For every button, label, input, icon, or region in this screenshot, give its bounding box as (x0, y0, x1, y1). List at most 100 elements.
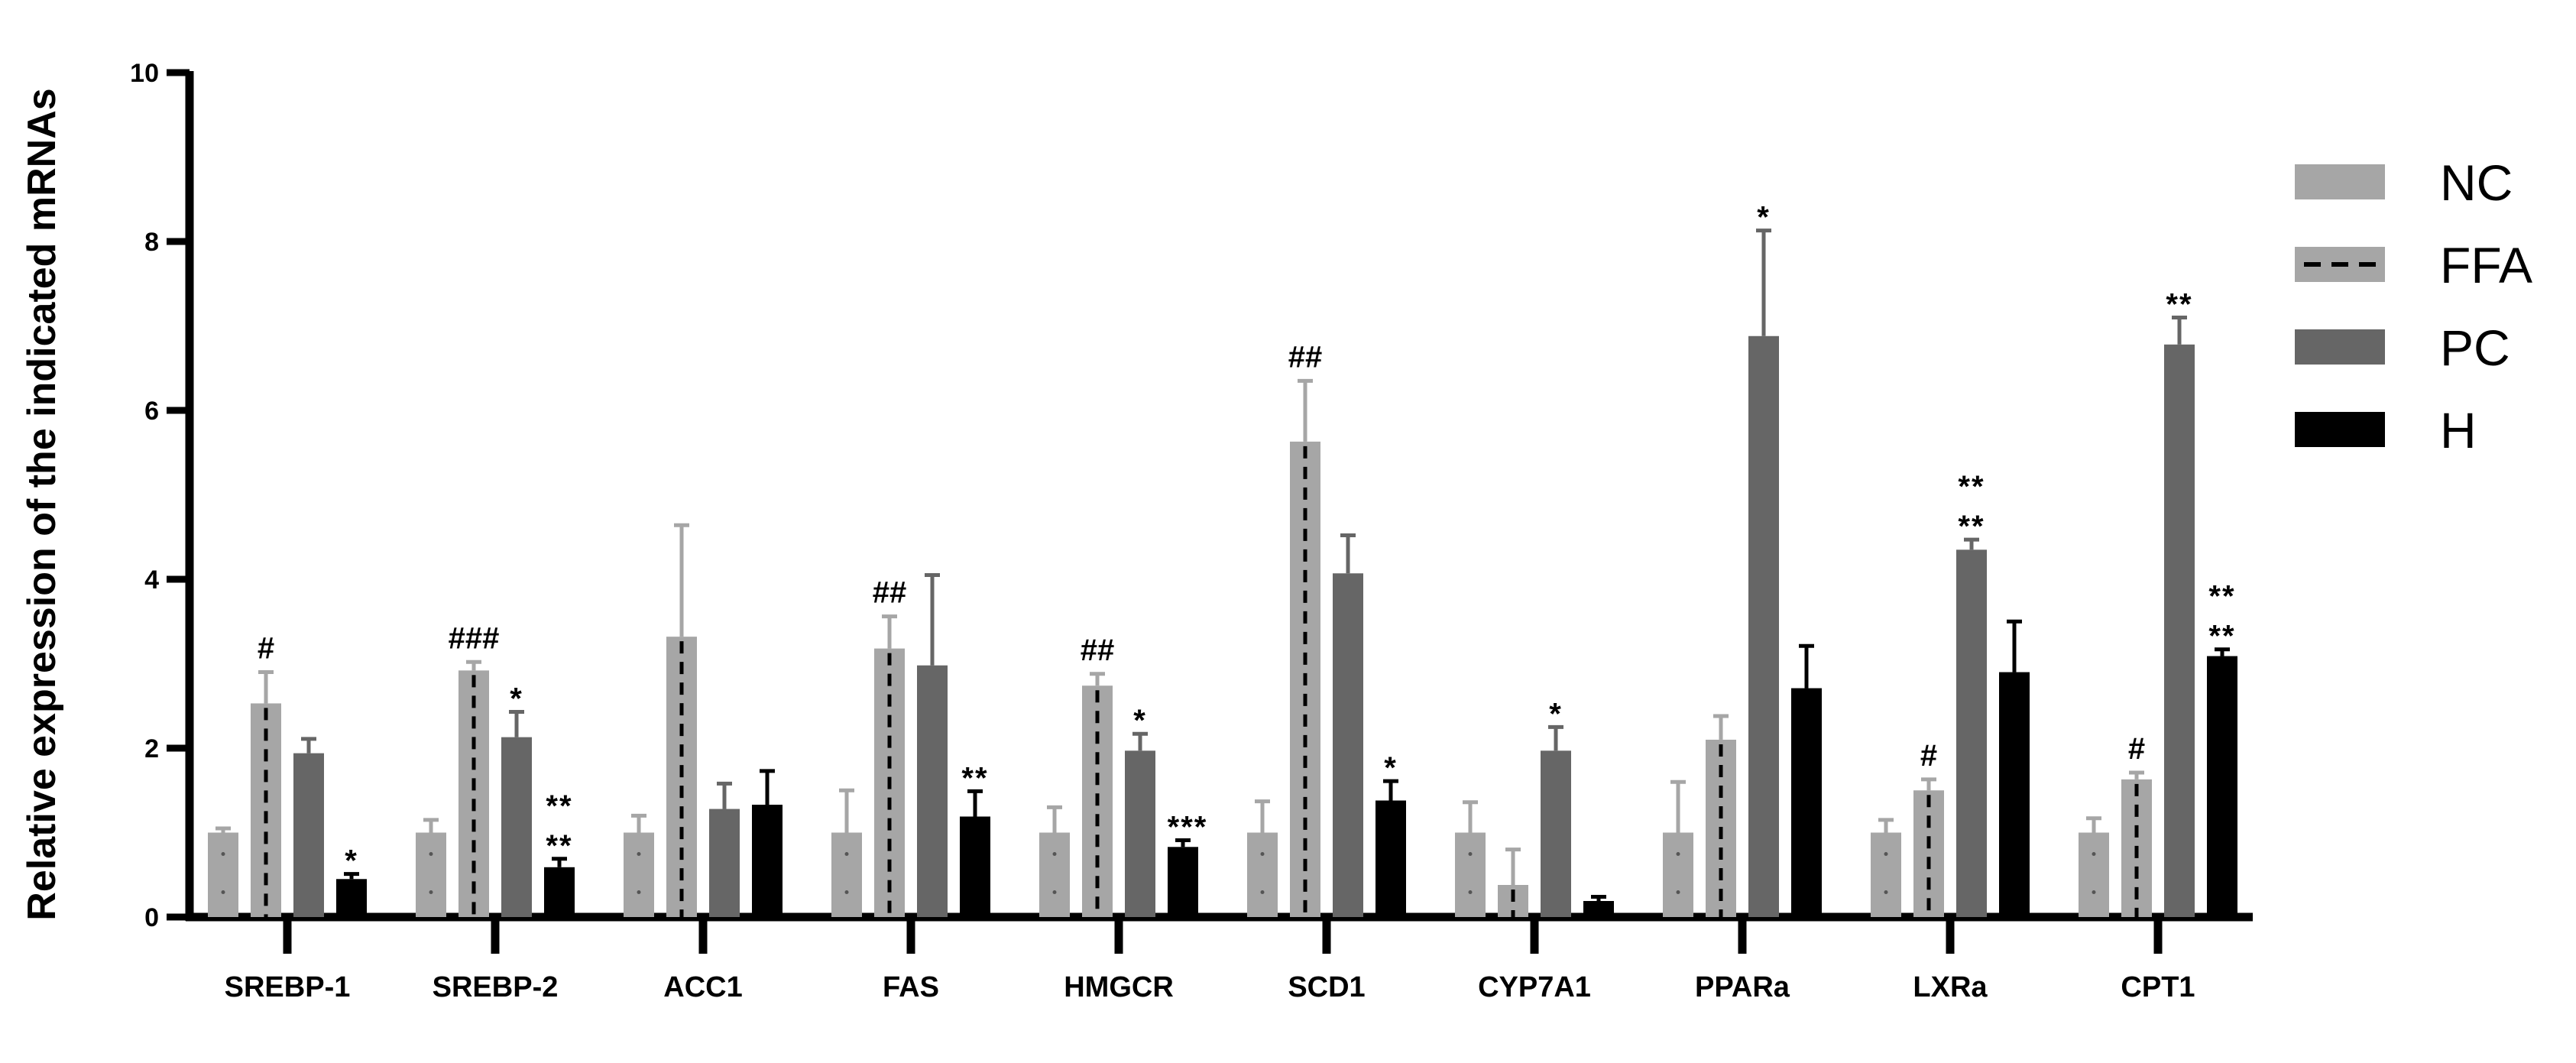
bar-h (544, 867, 575, 917)
bar-pattern-dot (221, 890, 225, 894)
annotations: #*###*****##**##****##***#****#****** (258, 201, 2235, 878)
bar-h (1999, 672, 2030, 917)
bar-pattern-dot (1884, 852, 1888, 856)
y-tick-label: 6 (144, 397, 159, 426)
x-tick-label: ACC1 (663, 971, 742, 1003)
x-tick-label: SREBP-1 (225, 971, 351, 1003)
bar-h (1583, 901, 1614, 917)
bar-pattern-dot (637, 852, 641, 856)
legend: NC FFA PC H (2295, 154, 2532, 459)
bar-nc (831, 832, 862, 917)
bar-h (960, 816, 990, 917)
legend-label: PC (2440, 319, 2510, 376)
bar-h (1375, 800, 1406, 917)
bar-pattern-dot (2092, 890, 2096, 894)
significance-mark: # (258, 632, 274, 666)
significance-mark: * (1549, 697, 1563, 731)
significance-mark: ## (1081, 634, 1115, 667)
x-tick-label: LXRa (1913, 971, 1988, 1003)
bar-pattern-dot (429, 890, 433, 894)
significance-mark: * (1133, 704, 1147, 737)
x-tick-label: FAS (883, 971, 939, 1003)
significance-mark: ### (449, 621, 500, 655)
x-tick-label: SCD1 (1288, 971, 1365, 1003)
bar-ffa (458, 670, 489, 917)
bars (208, 228, 2237, 917)
bar-h (1791, 688, 1822, 917)
bar-nc (1663, 832, 1693, 917)
legend-item-h: H (2295, 402, 2477, 459)
significance-mark: ## (1288, 340, 1323, 374)
bar-pattern-dot (429, 852, 433, 856)
legend-item-ffa: FFA (2295, 237, 2532, 293)
significance-mark: *** (1168, 810, 1208, 844)
y-tick-label: 2 (144, 734, 159, 763)
bar-pc (2164, 344, 2195, 917)
bar-pc (501, 737, 532, 917)
legend-swatch (2295, 329, 2385, 365)
bar-pattern-dot (1260, 852, 1265, 856)
significance-mark: * (345, 844, 358, 878)
bar-pattern-dot (1468, 852, 1473, 856)
bar-nc (624, 832, 654, 917)
bar-pattern-dot (1676, 852, 1680, 856)
bar-pc (1333, 573, 1363, 917)
legend-item-nc: NC (2295, 154, 2513, 211)
x-tick-label: CYP7A1 (1478, 971, 1591, 1003)
bar-pc (1956, 549, 1987, 917)
bar-ffa (1913, 790, 1944, 917)
bar-pc (1125, 750, 1155, 917)
x-tick-label: CPT1 (2121, 971, 2195, 1003)
significance-mark: # (1920, 739, 1937, 773)
legend-item-pc: PC (2295, 319, 2510, 376)
significance-mark: * (510, 682, 523, 715)
significance-mark: # (2128, 732, 2145, 766)
bar-pattern-dot (1676, 890, 1680, 894)
significance-mark: ** (961, 761, 988, 795)
bar-pattern-dot (1260, 890, 1265, 894)
x-tick-label: HMGCR (1064, 971, 1174, 1003)
legend-swatch (2295, 412, 2385, 447)
bar-pc (1541, 750, 1571, 917)
bar-pc (1748, 335, 1779, 917)
y-tick-label: 8 (144, 228, 159, 257)
x-tick-label: SREBP-2 (433, 971, 559, 1003)
significance-mark: ** (1958, 470, 1985, 504)
bar-pattern-dot (1052, 852, 1057, 856)
significance-mark: ## (873, 576, 907, 610)
bar-pattern-dot (637, 890, 641, 894)
bar-pc (709, 809, 740, 917)
significance-mark: ** (546, 829, 572, 863)
bar-nc (416, 832, 446, 917)
bar-pc (917, 665, 948, 917)
y-axis-label: Relative expression of the indicated mRN… (20, 88, 64, 920)
significance-mark: * (1757, 201, 1771, 235)
bar-pattern-dot (844, 852, 849, 856)
bar-nc (1247, 832, 1278, 917)
bar-h (1168, 847, 1198, 917)
bar-nc (1039, 832, 1070, 917)
bar-nc (208, 832, 238, 917)
bar-pattern-dot (1468, 890, 1473, 894)
bar-h (2207, 656, 2237, 917)
bar-pattern-dot (844, 890, 849, 894)
bar-h (752, 805, 783, 917)
legend-label: NC (2440, 154, 2513, 211)
significance-mark: ** (1958, 510, 1985, 543)
significance-mark: ** (2208, 620, 2235, 653)
significance-mark: ** (546, 789, 572, 823)
legend-label: FFA (2440, 237, 2532, 293)
legend-label: H (2440, 402, 2477, 459)
bar-nc (1871, 832, 1901, 917)
bar-pattern-dot (1884, 890, 1888, 894)
bar-pattern-dot (221, 852, 225, 856)
bar-nc (2079, 832, 2109, 917)
significance-mark: * (1384, 751, 1398, 785)
y-tick-label: 0 (144, 903, 159, 932)
significance-mark: ** (2208, 580, 2235, 614)
bar-pattern-dot (2092, 852, 2096, 856)
bar-pattern-dot (1052, 890, 1057, 894)
significance-mark: ** (2166, 287, 2192, 321)
bar-pc (293, 753, 324, 917)
